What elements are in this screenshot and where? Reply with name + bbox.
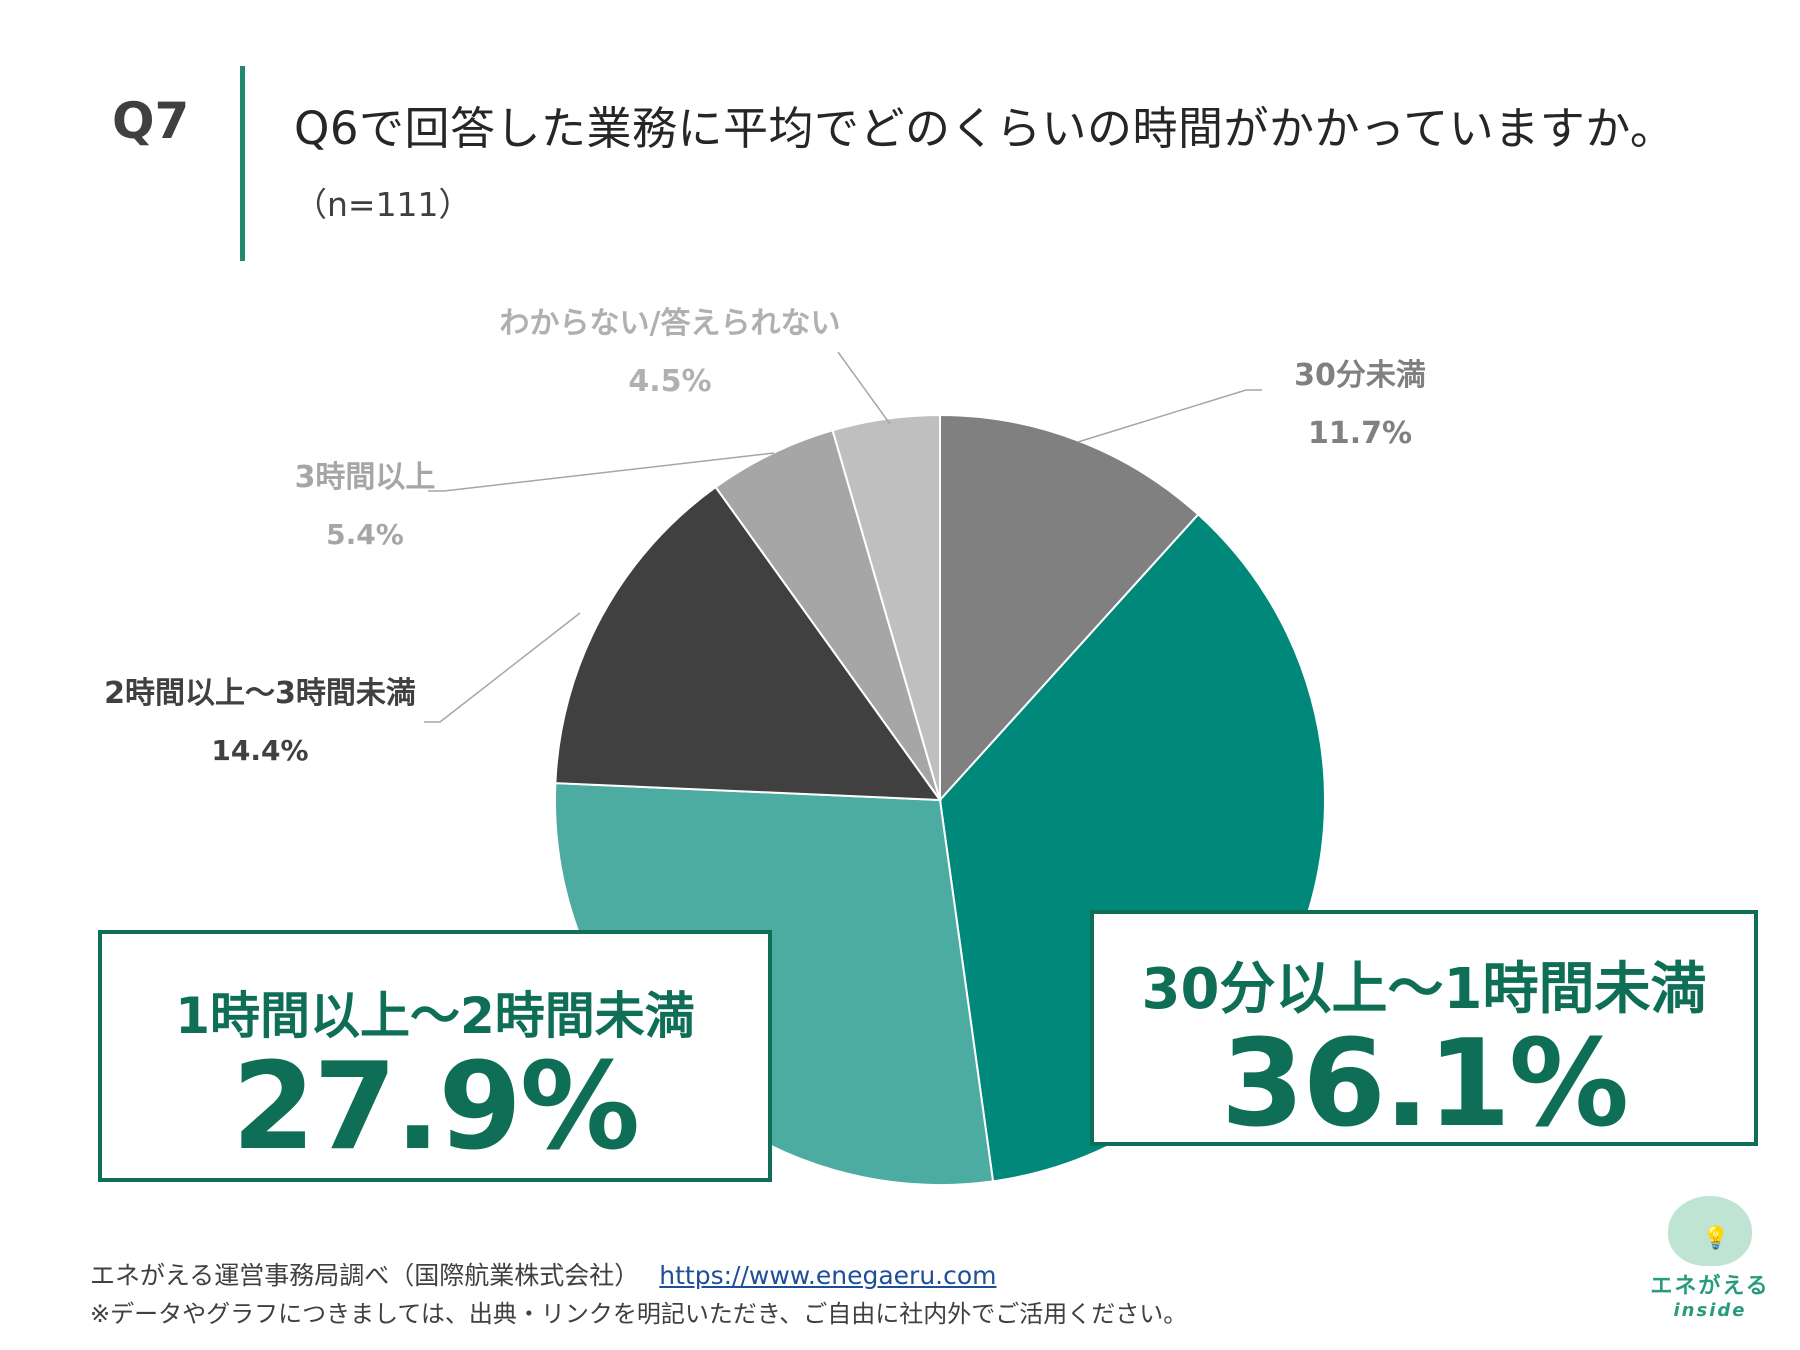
source-link[interactable]: https://www.enegaeru.com — [659, 1261, 997, 1290]
label-30min-value: 11.7% — [1307, 416, 1413, 451]
label-2h-3h-value: 14.4% — [211, 734, 309, 767]
label-30min: 30分未満 11.7% — [1280, 350, 1440, 451]
bulb-icon: 💡 — [1702, 1226, 1730, 1251]
leader-line-3h-plus — [428, 452, 775, 492]
leader-line-2h-3h — [424, 612, 581, 723]
callout-30min-1h: 30分以上～1時間未満 36.1% — [1090, 910, 1758, 1146]
slice-2h-3h — [554, 485, 943, 802]
usage-note: ※データやグラフにつきましては、出典・リンクを明記いただき、ご自由に社内外でご活… — [90, 1300, 1188, 1328]
callout-1h-2h-value: 27.9% — [231, 1038, 640, 1177]
title-divider — [240, 66, 245, 261]
label-30min-name: 30分未満 — [1294, 358, 1426, 393]
label-2h-3h: 2時間以上～3時間未満 14.4% — [80, 668, 440, 767]
callout-30min-1h-label: 30分以上～1時間未満 — [1141, 957, 1707, 1022]
callout-30min-1h-value: 36.1% — [1220, 1015, 1629, 1154]
logo-sub: inside — [1673, 1300, 1747, 1321]
leader-line-30min — [1077, 389, 1262, 443]
callout-1h-2h-label: 1時間以上～2時間未満 — [175, 987, 695, 1045]
slice-30min — [939, 413, 1200, 803]
label-2h-3h-name: 2時間以上～3時間未満 — [104, 676, 416, 711]
sample-size: （n=111） — [294, 185, 472, 224]
leader-line-unknown — [837, 351, 891, 425]
label-3h-plus-value: 5.4% — [326, 518, 404, 551]
label-unknown: わからない/答えられない 4.5% — [460, 298, 880, 399]
source-text: エネがえる運営事務局調べ（国際航業株式会社） — [90, 1261, 640, 1290]
label-unknown-value: 4.5% — [628, 364, 712, 399]
label-unknown-name: わからない/答えられない — [499, 306, 841, 341]
logo-frog-icon: 💡 — [1668, 1196, 1752, 1266]
page-title: Q6で回答した業務に平均でどのくらいの時間がかかっていますか。 — [294, 102, 1676, 155]
question-number: Q7 — [112, 92, 190, 150]
source-line: エネがえる運営事務局調べ（国際航業株式会社） https://www.enegae… — [90, 1256, 997, 1292]
callout-1h-2h: 1時間以上～2時間未満 27.9% — [98, 930, 772, 1182]
logo-name: エネがえる — [1650, 1274, 1770, 1299]
label-3h-plus: 3時間以上 5.4% — [270, 452, 460, 551]
label-3h-plus-name: 3時間以上 — [294, 460, 436, 495]
brand-logo: 💡 エネがえる inside — [1640, 1196, 1780, 1336]
